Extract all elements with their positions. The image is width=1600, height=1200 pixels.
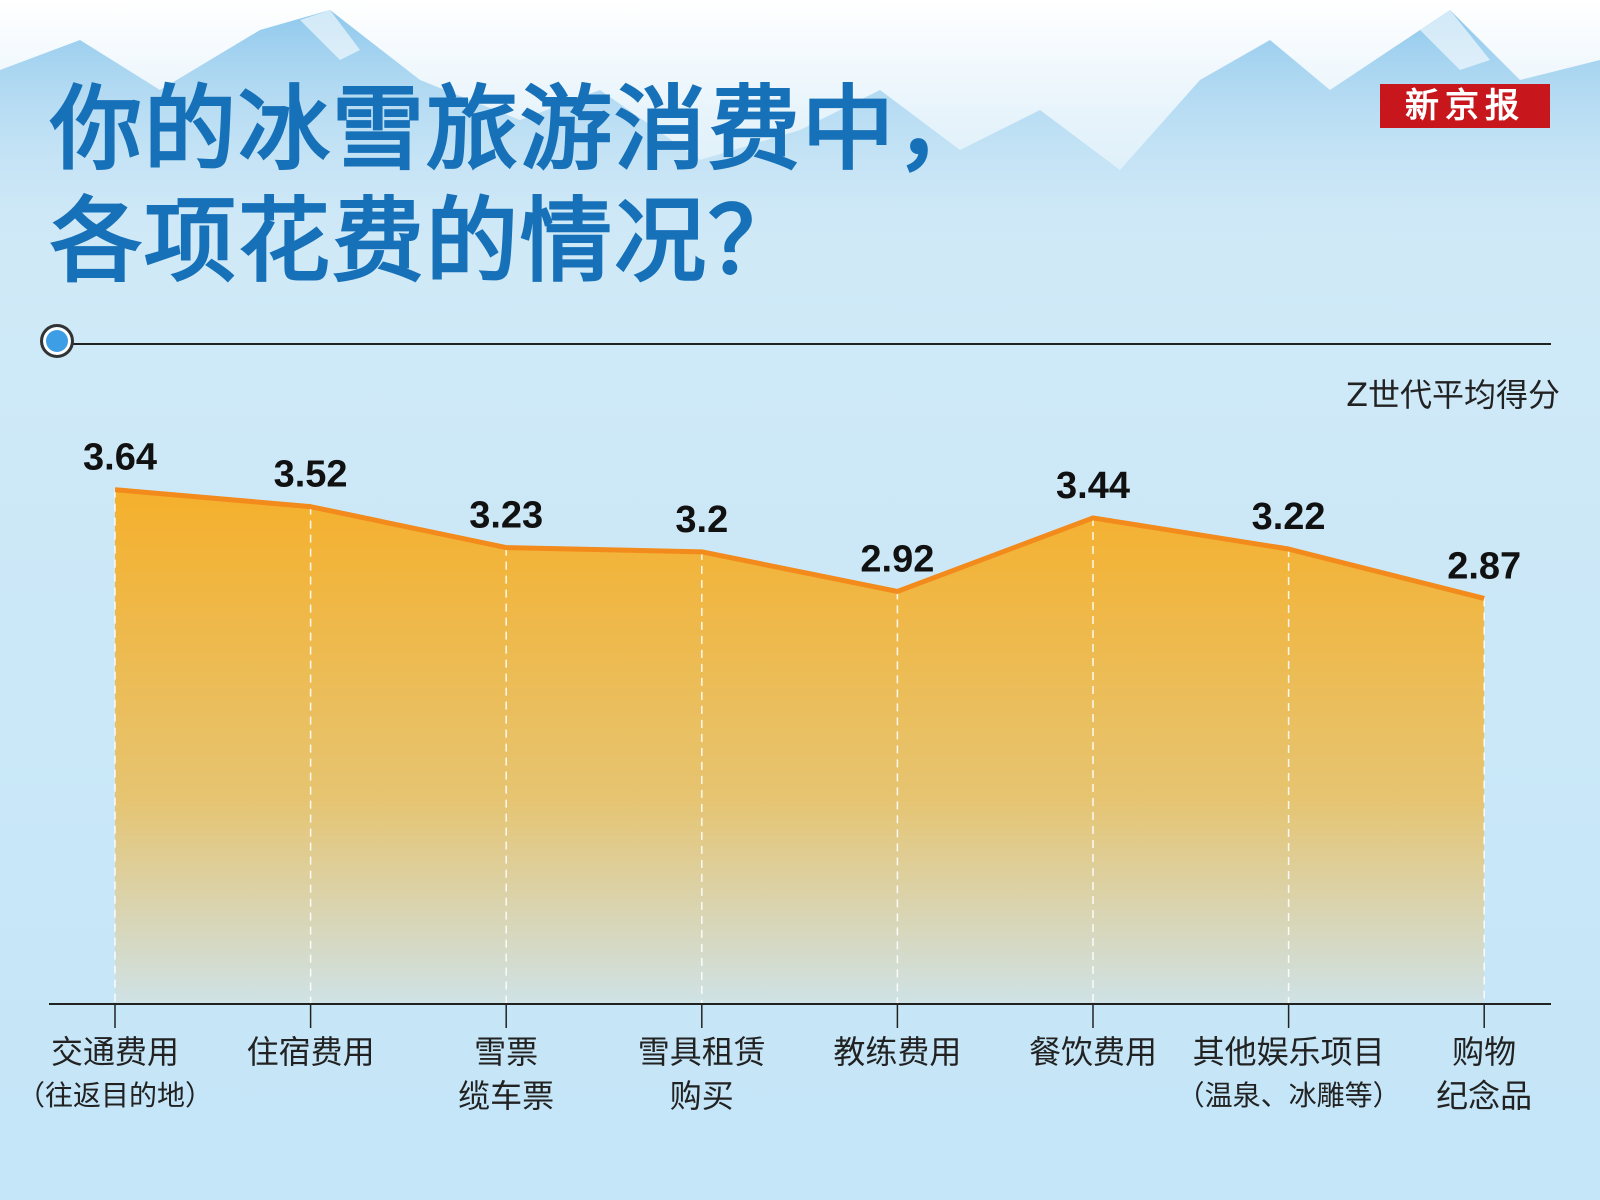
- category-sublabel: （往返目的地）: [16, 1079, 214, 1112]
- data-label: 3.23: [469, 495, 543, 537]
- x-tick-label: 住宿费用: [247, 1030, 375, 1074]
- data-label: 2.92: [860, 538, 934, 580]
- series-line: [114, 487, 1485, 601]
- data-label: 2.87: [1447, 545, 1521, 587]
- category-sublabel: 缆车票: [458, 1077, 555, 1115]
- category-label: 购物: [1452, 1033, 1517, 1071]
- data-label: 3.52: [274, 454, 348, 496]
- category-label: 雪具租赁: [637, 1033, 766, 1071]
- data-label: 3.22: [1252, 496, 1326, 538]
- data-label: 3.2: [675, 499, 728, 541]
- header-rule: [60, 343, 1551, 345]
- category-label: 交通费用: [50, 1033, 180, 1071]
- category-label: 其他娱乐项目: [1192, 1033, 1385, 1071]
- title-line-2: 各项花费的情况？: [50, 188, 803, 295]
- x-tick-label: 交通费用 （往返目的地）: [17, 1030, 213, 1118]
- mountain-background: [0, 10, 1600, 330]
- category-label: 教练费用: [833, 1033, 962, 1071]
- category-sublabel: 购买: [669, 1077, 734, 1115]
- x-tick-label: 购物 纪念品: [1436, 1030, 1532, 1118]
- x-tick-label: 雪具租赁 购买: [638, 1030, 766, 1118]
- category-label: 雪票: [474, 1033, 539, 1071]
- category-label: 餐饮费用: [1028, 1033, 1158, 1071]
- area-fill: [115, 489, 1485, 1005]
- category-label: 住宿费用: [246, 1033, 375, 1071]
- xinjingbao-logo: 新京报: [1380, 84, 1550, 128]
- title-line-1: 你的冰雪旅游消费中，: [50, 76, 991, 183]
- y-axis-label: Z世代平均得分: [1346, 376, 1560, 414]
- category-sublabel: （温泉、冰雕等）: [1176, 1079, 1401, 1112]
- x-tick-label: 雪票 缆车票: [458, 1030, 554, 1118]
- x-tick-label: 餐饮费用: [1029, 1030, 1157, 1074]
- data-label: 3.64: [83, 437, 157, 479]
- data-label: 3.44: [1056, 465, 1130, 507]
- category-sublabel: 纪念品: [1436, 1077, 1533, 1115]
- rule-dot-icon: [40, 324, 74, 358]
- x-tick-label: 其他娱乐项目 （温泉、冰雕等）: [1177, 1030, 1401, 1118]
- x-tick-label: 教练费用: [833, 1030, 961, 1074]
